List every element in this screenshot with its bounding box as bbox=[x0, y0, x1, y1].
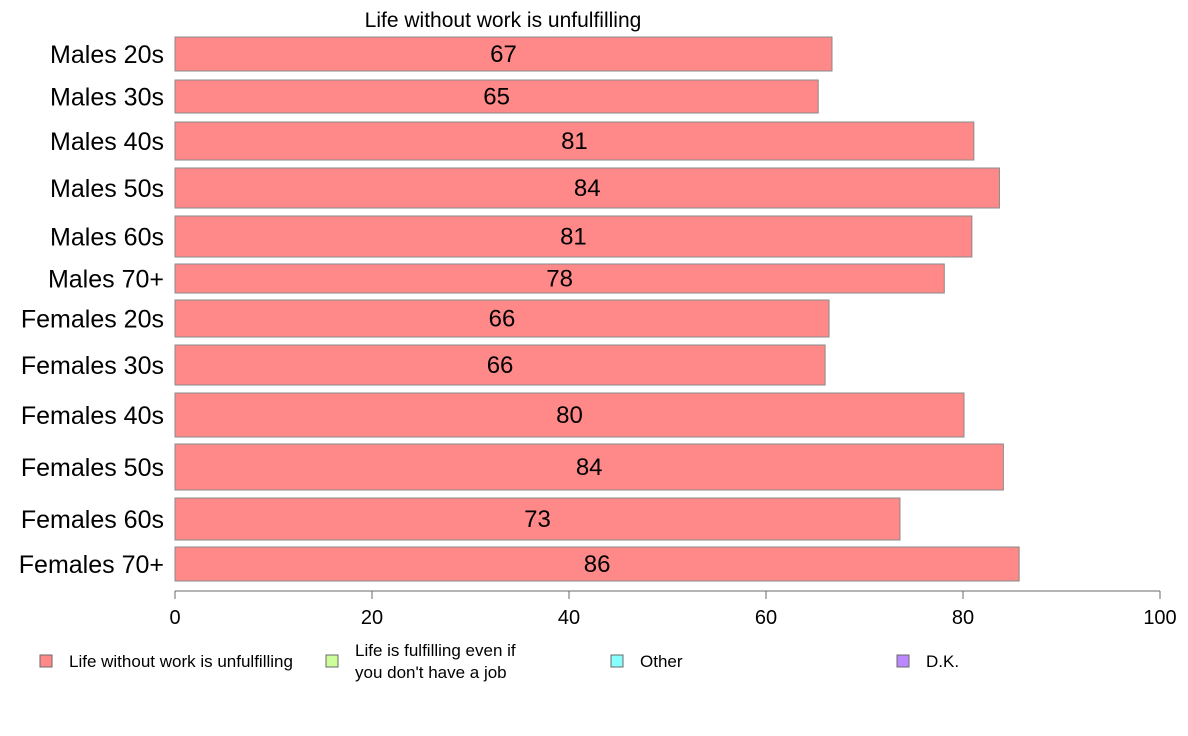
category-label: Males 40s bbox=[50, 128, 164, 156]
legend-label: Life without work is unfulfilling bbox=[69, 652, 293, 671]
bar-value-label: 84 bbox=[576, 454, 603, 481]
x-tick-label: 0 bbox=[169, 607, 180, 629]
category-label: Females 30s bbox=[21, 352, 164, 380]
category-label: Females 40s bbox=[21, 402, 164, 430]
category-label: Females 50s bbox=[21, 454, 164, 482]
bar bbox=[174, 167, 1000, 209]
legend-swatch bbox=[325, 654, 339, 668]
bar-value-label: 66 bbox=[487, 352, 514, 379]
x-tick-label: 20 bbox=[361, 607, 383, 629]
category-label: Females 60s bbox=[21, 506, 164, 534]
legend-swatch bbox=[896, 654, 910, 668]
bar bbox=[174, 344, 826, 386]
category-label: Males 70+ bbox=[48, 266, 164, 294]
bar bbox=[174, 299, 830, 338]
category-label: Males 60s bbox=[50, 224, 164, 252]
bar bbox=[174, 497, 901, 541]
legend: Life without work is unfulfilling Life is… bbox=[39, 641, 959, 682]
bar bbox=[174, 546, 1020, 582]
legend-swatch bbox=[610, 654, 624, 668]
category-label: Males 30s bbox=[50, 84, 164, 112]
bar-value-label: 65 bbox=[483, 84, 510, 111]
bar-value-label: 81 bbox=[561, 128, 588, 155]
legend-label: Life is fulfilling even if bbox=[355, 641, 516, 660]
bars: 67 Males 20s 65 Males 30s 81 Males 40s 84 Males… bbox=[19, 36, 1020, 582]
x-tick-label: 60 bbox=[755, 607, 777, 629]
legend-label: Other bbox=[640, 652, 683, 671]
chart-title: Life without work is unfulfilling bbox=[365, 9, 642, 32]
x-axis: 0 20 40 60 80 100 bbox=[169, 590, 1177, 629]
category-label: Females 20s bbox=[21, 306, 164, 334]
bar-value-label: 66 bbox=[489, 306, 516, 333]
bar bbox=[174, 79, 819, 114]
legend-label: you don't have a job bbox=[355, 663, 507, 682]
bar bbox=[174, 392, 965, 438]
bar bbox=[174, 443, 1004, 491]
bar bbox=[174, 36, 833, 72]
bar bbox=[174, 263, 945, 294]
bar bbox=[174, 121, 975, 161]
legend-swatch bbox=[39, 654, 53, 668]
category-label: Males 20s bbox=[50, 41, 164, 69]
category-label: Males 50s bbox=[50, 175, 164, 203]
category-label: Females 70+ bbox=[19, 551, 164, 579]
bar-value-label: 86 bbox=[584, 551, 611, 578]
x-tick-label: 80 bbox=[952, 607, 974, 629]
bar bbox=[174, 215, 973, 258]
bar-value-label: 78 bbox=[546, 266, 573, 293]
x-tick-label: 40 bbox=[558, 607, 580, 629]
legend-label: D.K. bbox=[926, 652, 959, 671]
bar-value-label: 73 bbox=[524, 506, 551, 533]
bar-value-label: 81 bbox=[560, 224, 587, 251]
bar-value-label: 84 bbox=[574, 175, 601, 202]
bar-value-label: 80 bbox=[556, 402, 583, 429]
x-tick-label: 100 bbox=[1143, 607, 1176, 629]
bar-value-label: 67 bbox=[490, 41, 517, 68]
